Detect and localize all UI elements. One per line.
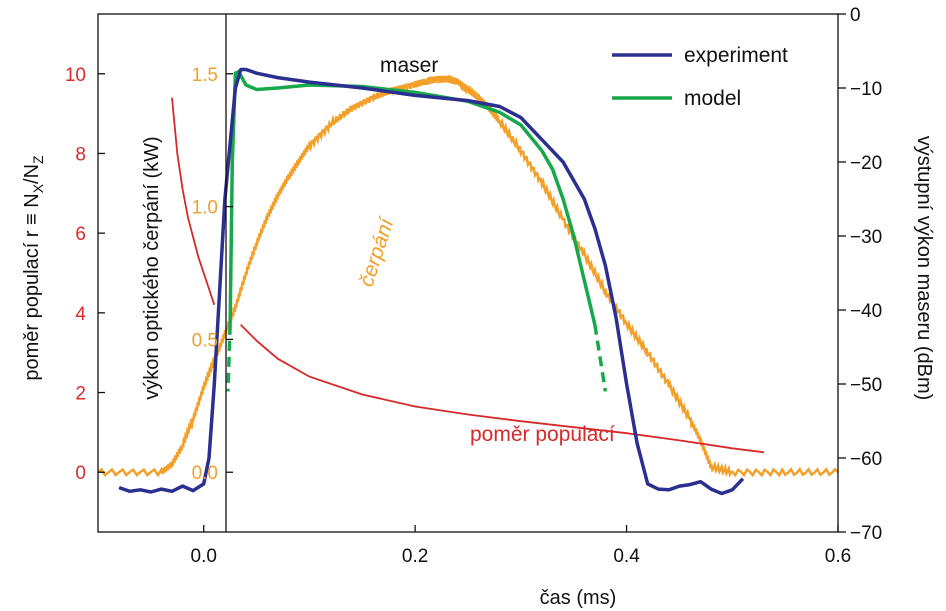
annotation-pump: čerpání	[355, 214, 399, 290]
right-tick-label: −20	[850, 153, 882, 174]
right-tick-label: −60	[850, 449, 882, 470]
model-series	[226, 69, 608, 392]
ratio-axis-title: poměr populací r ≡ NX/NZ	[21, 155, 46, 381]
right-tick-label: −40	[850, 301, 882, 322]
plot-frame	[97, 13, 839, 533]
x-axis-title: čas (ms)	[540, 587, 617, 609]
x-tick-label: 0.2	[402, 546, 428, 567]
model-dashed-tail	[593, 324, 608, 392]
ratio-tick-label: 4	[75, 304, 86, 325]
x-tick-label: 0.4	[613, 546, 640, 567]
ratio-tick-label: 10	[65, 65, 86, 86]
ratio-axis-title-sub2: Z	[30, 155, 46, 164]
experiment-series	[118, 67, 745, 496]
right-tick-label: −30	[850, 227, 882, 248]
annotation-ratio: poměr populací	[470, 423, 615, 446]
pump-tick-label: 1.5	[192, 65, 218, 86]
pump-tick-label: 0.0	[192, 463, 218, 484]
pump-tick-label: 1.0	[192, 198, 218, 219]
ticks: 0.0 0.2 0.4 0.6 0 2 4 6 8 10 0.0 0.5 1.0 1.5 0 −10 −20 −3…	[65, 5, 882, 567]
right-axis-title: výstupní výkon maseru (dBm)	[913, 136, 935, 401]
axes-frame	[97, 13, 839, 533]
ratio-tick-label: 6	[75, 224, 86, 245]
legend-experiment-label: experiment	[684, 44, 788, 67]
experiment-line	[118, 67, 745, 496]
x-tick-label: 0.6	[825, 546, 851, 567]
ratio-series	[171, 97, 765, 454]
model-dashed-tail	[226, 324, 232, 392]
pump-tick-label: 0.5	[192, 330, 218, 351]
ratio-axis-title-main: poměr populací r ≡ N	[21, 193, 43, 380]
ratio-tick-label: 2	[75, 384, 86, 405]
ratio-axis-title-sub1: X	[30, 183, 46, 193]
annotation-maser: maser	[380, 54, 438, 77]
right-tick-label: 0	[850, 5, 861, 26]
right-tick-label: −50	[850, 375, 882, 396]
right-tick-label: −70	[850, 523, 882, 544]
ratio-line	[240, 324, 765, 454]
pump-series	[97, 74, 839, 478]
ratio-axis-title-mid: /N	[21, 164, 43, 184]
legend: experiment model	[612, 44, 788, 110]
pump-line	[97, 74, 839, 478]
ratio-tick-label: 8	[75, 144, 86, 165]
right-tick-label: −10	[850, 79, 882, 100]
x-tick-label: 0.0	[191, 546, 217, 567]
model-line	[228, 69, 597, 326]
legend-model-label: model	[684, 87, 741, 110]
ratio-tick-label: 0	[75, 463, 86, 484]
pump-axis-title: výkon optického čerpání (kW)	[141, 136, 163, 399]
ratio-line	[171, 97, 216, 306]
